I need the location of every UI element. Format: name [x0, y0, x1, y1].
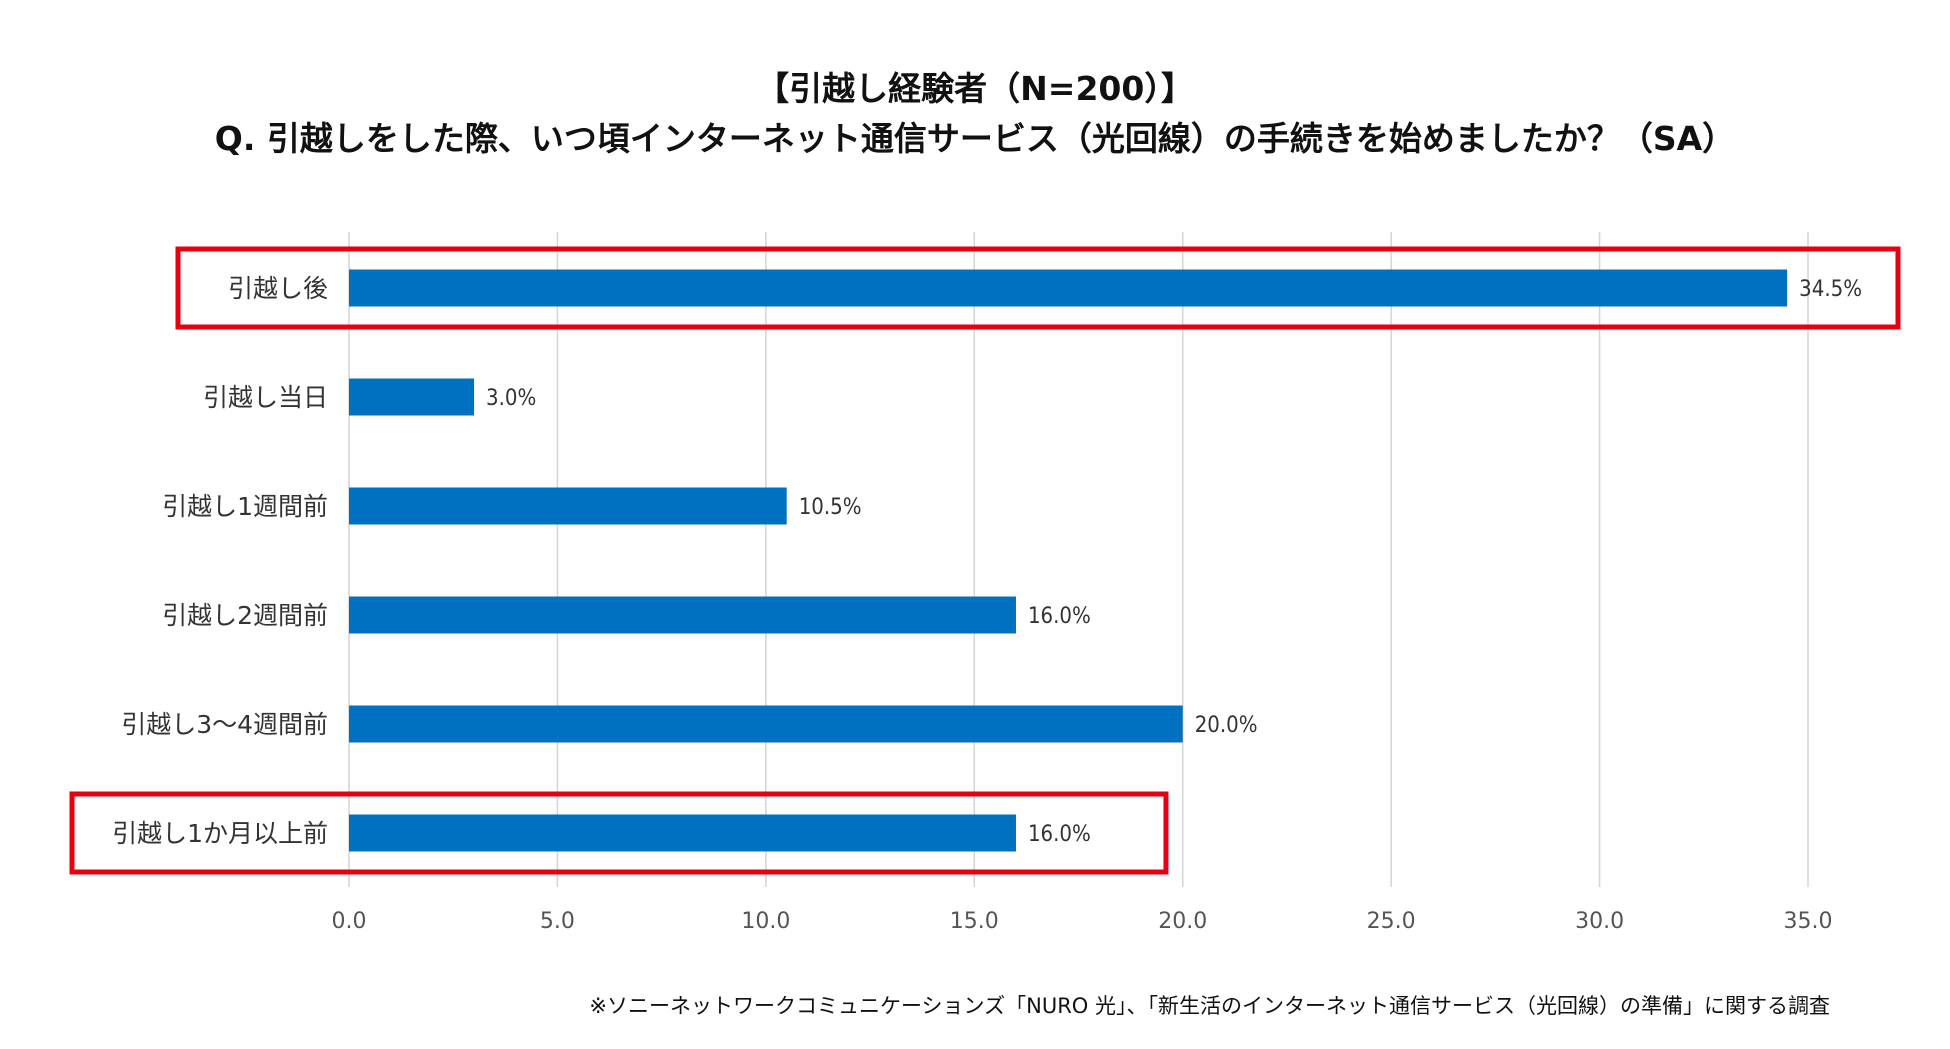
bar — [349, 487, 787, 525]
bar — [349, 596, 1016, 634]
gridlines — [348, 232, 1809, 887]
x-axis-ticks: 0.0 5.0 10.0 15.0 20.0 25.0 30.0 35.0 — [332, 909, 1833, 934]
bar — [349, 705, 1183, 743]
x-tick-label: 35.0 — [1784, 909, 1833, 934]
highlight-box — [69, 791, 1169, 875]
category-label: 引越し1か月以上前 — [112, 819, 328, 848]
chart-subtitle: Q. 引越しをした際、いつ頃インターネット通信サービス（光回線）の手続きを始めま… — [214, 119, 1736, 158]
value-label: 10.5% — [799, 495, 862, 520]
category-labels: 引越し後引越し当日引越し1週間前引越し2週間前引越し3～4週間前引越し1か月以上… — [112, 274, 328, 848]
value-label: 16.0% — [1028, 822, 1091, 847]
x-tick-label: 15.0 — [950, 909, 999, 934]
x-tick-label: 25.0 — [1367, 909, 1416, 934]
value-label: 16.0% — [1028, 604, 1091, 629]
category-label: 引越し3～4週間前 — [121, 710, 328, 739]
value-label: 3.0% — [486, 386, 536, 411]
bar — [349, 814, 1016, 852]
highlight-boxes — [69, 246, 1901, 875]
category-label: 引越し後 — [228, 274, 328, 303]
value-label: 34.5% — [1799, 277, 1862, 302]
highlight-box — [175, 246, 1901, 330]
source-note: ※ソニーネットワークコミュニケーションズ「NURO 光」、「新生活のインターネッ… — [589, 994, 1830, 1018]
x-tick-label: 5.0 — [540, 909, 575, 934]
category-label: 引越し当日 — [203, 383, 328, 412]
x-tick-label: 20.0 — [1158, 909, 1207, 934]
value-labels: 34.5% 3.0% 10.5% 16.0% 20.0% 16.0% — [486, 277, 1862, 847]
x-tick-label: 0.0 — [332, 909, 367, 934]
bar — [349, 269, 1788, 307]
bar — [349, 378, 475, 416]
bars — [349, 269, 1788, 852]
x-tick-label: 10.0 — [741, 909, 790, 934]
x-tick-label: 30.0 — [1575, 909, 1624, 934]
chart-title: 【引越し経験者（N=200）】 — [756, 69, 1194, 108]
value-label: 20.0% — [1195, 713, 1258, 738]
category-label: 引越し1週間前 — [162, 492, 328, 521]
category-label: 引越し2週間前 — [162, 601, 328, 630]
